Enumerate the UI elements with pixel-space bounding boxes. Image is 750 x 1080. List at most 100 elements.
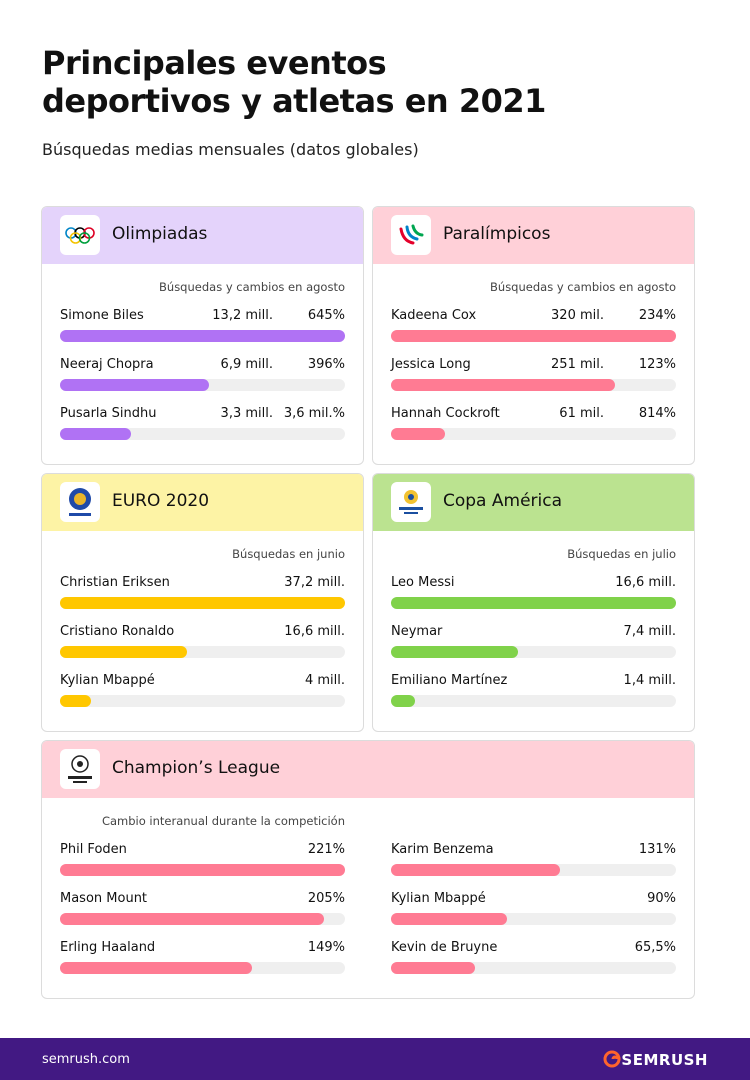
bar-track bbox=[391, 428, 676, 440]
panel: Champion’s League Cambio interanual duran… bbox=[41, 740, 695, 999]
bar bbox=[60, 913, 325, 925]
logo-icon bbox=[68, 755, 92, 783]
row-name: Karim Benzema bbox=[391, 842, 494, 857]
bar bbox=[60, 962, 253, 974]
row-value: 221% bbox=[307, 842, 345, 857]
bar-track bbox=[391, 646, 676, 658]
bar-track bbox=[391, 379, 676, 391]
row-name: Neymar bbox=[391, 624, 443, 639]
panel-logo bbox=[60, 482, 100, 522]
title: Principales eventos deportivos y atletas… bbox=[42, 44, 546, 120]
bar bbox=[391, 379, 615, 391]
row-change: 234% bbox=[638, 308, 676, 323]
subtitle: Búsquedas medias mensuales (datos global… bbox=[42, 140, 419, 159]
logo-icon bbox=[69, 488, 91, 516]
bar-track bbox=[60, 695, 345, 707]
bar-track bbox=[60, 864, 345, 876]
row-name: Erling Haaland bbox=[60, 940, 156, 955]
bar bbox=[391, 428, 446, 440]
row-name: Simone Biles bbox=[60, 308, 144, 323]
bar-track bbox=[60, 379, 345, 391]
row-value: 37,2 mill. bbox=[284, 575, 345, 590]
bar bbox=[60, 379, 209, 391]
panel-title: Olimpiadas bbox=[112, 224, 208, 244]
row-value: 1,4 mill. bbox=[623, 673, 676, 688]
row-change: 645% bbox=[307, 308, 345, 323]
panel-note: Búsquedas y cambios en agosto bbox=[159, 280, 345, 294]
row-value: 7,4 mill. bbox=[623, 624, 676, 639]
row-name: Cristiano Ronaldo bbox=[60, 624, 175, 639]
row-value: 149% bbox=[307, 940, 345, 955]
panel-title: Copa América bbox=[443, 491, 563, 511]
bar bbox=[391, 864, 560, 876]
row-name: Kylian Mbappé bbox=[391, 891, 486, 906]
row-name: Hannah Cockroft bbox=[391, 406, 500, 421]
bar-track bbox=[60, 330, 345, 342]
bar bbox=[391, 962, 476, 974]
row-name: Emiliano Martínez bbox=[391, 673, 508, 688]
bar-track bbox=[60, 428, 345, 440]
panel-title: Champion’s League bbox=[112, 758, 281, 778]
row-name: Jessica Long bbox=[391, 357, 471, 372]
panel-note: Búsquedas en junio bbox=[232, 547, 345, 561]
row-value: 90% bbox=[647, 891, 676, 906]
logo-icon bbox=[399, 224, 424, 245]
bar bbox=[391, 695, 416, 707]
panel-title: Paralímpicos bbox=[443, 224, 551, 244]
row-name: Kevin de Bruyne bbox=[391, 940, 498, 955]
bar bbox=[60, 428, 132, 440]
row-name: Kadeena Cox bbox=[391, 308, 477, 323]
logo-icon bbox=[65, 227, 95, 244]
row-change: 396% bbox=[307, 357, 345, 372]
row-name: Christian Eriksen bbox=[60, 575, 170, 590]
row-value: 61 mil. bbox=[559, 406, 604, 421]
panel-logo bbox=[391, 215, 431, 255]
footer-site: semrush.com bbox=[42, 1052, 130, 1067]
row-value: 320 mil. bbox=[551, 308, 604, 323]
row-name: Pusarla Sindhu bbox=[60, 406, 157, 421]
row-name: Mason Mount bbox=[60, 891, 148, 906]
panel-title: EURO 2020 bbox=[112, 491, 210, 511]
bar-track bbox=[60, 913, 345, 925]
row-value: 13,2 mill. bbox=[212, 308, 273, 323]
panel-note: Búsquedas y cambios en agosto bbox=[490, 280, 676, 294]
panel-note: Cambio interanual durante la competición bbox=[101, 814, 345, 828]
panel-logo bbox=[60, 215, 100, 255]
row-name: Phil Foden bbox=[60, 842, 127, 857]
bar bbox=[391, 913, 508, 925]
row-value: 4 mill. bbox=[304, 673, 345, 688]
row-value: 16,6 mill. bbox=[615, 575, 676, 590]
bar-track bbox=[391, 962, 676, 974]
bar-track bbox=[391, 695, 676, 707]
panel-logo bbox=[391, 482, 431, 522]
bar bbox=[60, 646, 188, 658]
row-name: Leo Messi bbox=[391, 575, 455, 590]
row-value: 16,6 mill. bbox=[284, 624, 345, 639]
row-change: 814% bbox=[638, 406, 676, 421]
row-change: 123% bbox=[638, 357, 676, 372]
bar bbox=[60, 864, 345, 876]
row-value: 3,3 mill. bbox=[220, 406, 273, 421]
row-value: 205% bbox=[307, 891, 345, 906]
panel-logo bbox=[60, 749, 100, 789]
bar-track bbox=[391, 864, 676, 876]
brand: SEMRUSH bbox=[621, 1051, 708, 1069]
bar-track bbox=[60, 597, 345, 609]
panel: EURO 2020 Búsquedas en junio Christian Eri… bbox=[41, 473, 364, 732]
bar-track bbox=[60, 962, 345, 974]
bar-track bbox=[391, 597, 676, 609]
bar-track bbox=[60, 646, 345, 658]
bar bbox=[391, 597, 676, 609]
panel: Olimpiadas Búsquedas y cambios en agosto S… bbox=[41, 206, 364, 465]
bar bbox=[391, 646, 519, 658]
row-value: 6,9 mill. bbox=[220, 357, 273, 372]
row-name: Kylian Mbappé bbox=[60, 673, 155, 688]
panel-note: Búsquedas en julio bbox=[567, 547, 676, 561]
footer bbox=[0, 1038, 750, 1080]
panel-header bbox=[42, 741, 694, 798]
brand-icon bbox=[603, 1050, 621, 1068]
bar bbox=[391, 330, 676, 342]
row-value: 131% bbox=[638, 842, 676, 857]
bar-track bbox=[391, 913, 676, 925]
